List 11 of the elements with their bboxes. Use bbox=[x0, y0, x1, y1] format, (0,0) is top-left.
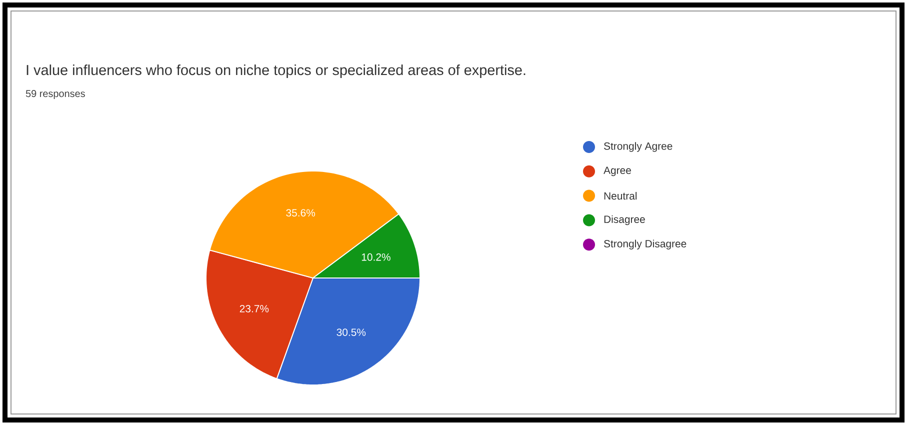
data-label: 30.5% bbox=[336, 328, 366, 336]
legend-label: Disagree bbox=[604, 215, 645, 226]
legend-label: Agree bbox=[604, 166, 631, 176]
text: 59 responses bbox=[26, 90, 85, 100]
data-label: 23.7% bbox=[240, 304, 269, 312]
legend-label: Strongly Disagree bbox=[604, 240, 686, 250]
legend-label: Neutral bbox=[604, 192, 637, 200]
data-label: 35.6% bbox=[286, 209, 316, 217]
legend-label: Strongly Agree bbox=[604, 142, 672, 152]
data-label: 10.2% bbox=[362, 253, 390, 261]
chart-title: I value influencers who focus on niche topics or specialized areas of expertise. bbox=[26, 64, 526, 78]
